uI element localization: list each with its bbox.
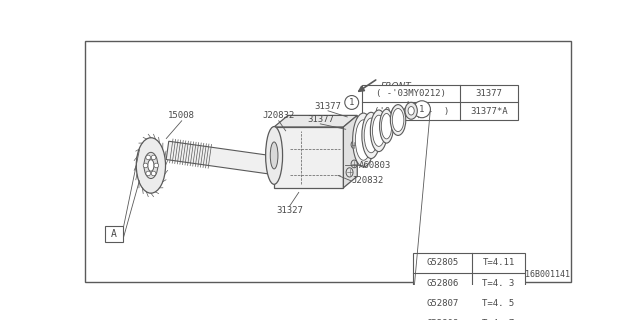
Polygon shape <box>274 127 344 188</box>
Ellipse shape <box>266 127 283 184</box>
Circle shape <box>413 101 431 118</box>
Ellipse shape <box>148 160 154 171</box>
Ellipse shape <box>362 112 380 158</box>
Ellipse shape <box>346 168 353 177</box>
Text: 15008: 15008 <box>168 111 195 120</box>
Circle shape <box>151 155 156 160</box>
Text: G52805: G52805 <box>426 258 458 268</box>
Text: J20832: J20832 <box>351 176 383 185</box>
Circle shape <box>154 163 159 168</box>
Text: A16B001141: A16B001141 <box>520 270 570 279</box>
Text: G52806: G52806 <box>426 279 458 288</box>
Ellipse shape <box>392 108 404 132</box>
Text: FRONT: FRONT <box>380 82 411 91</box>
Ellipse shape <box>355 120 371 160</box>
Text: 1: 1 <box>419 105 424 114</box>
Ellipse shape <box>372 115 385 146</box>
Text: T=4. 5: T=4. 5 <box>483 299 515 308</box>
Text: A: A <box>111 229 117 239</box>
Ellipse shape <box>364 118 378 153</box>
Ellipse shape <box>371 110 387 152</box>
Circle shape <box>151 171 156 176</box>
Ellipse shape <box>405 102 417 119</box>
Ellipse shape <box>408 107 414 115</box>
Ellipse shape <box>381 114 392 139</box>
Text: 31377: 31377 <box>476 89 502 98</box>
Text: G52807: G52807 <box>426 299 458 308</box>
Text: ('04MY0210-  ): ('04MY0210- ) <box>374 107 449 116</box>
Text: ( -'03MY0212): ( -'03MY0212) <box>376 89 446 98</box>
Ellipse shape <box>351 141 357 148</box>
Text: T=4.11: T=4.11 <box>483 258 515 268</box>
Circle shape <box>146 171 150 176</box>
Text: 31377: 31377 <box>315 102 341 111</box>
Bar <box>362 85 518 120</box>
Text: A60803: A60803 <box>359 161 391 170</box>
Text: T=4. 7: T=4. 7 <box>483 319 515 320</box>
Ellipse shape <box>390 105 406 135</box>
Text: G52808: G52808 <box>426 319 458 320</box>
Bar <box>105 226 123 243</box>
Ellipse shape <box>353 113 374 167</box>
Text: 31327: 31327 <box>276 206 303 215</box>
Circle shape <box>143 163 148 168</box>
Text: T=4. 3: T=4. 3 <box>483 279 515 288</box>
Polygon shape <box>344 116 357 188</box>
Text: 31377*A: 31377*A <box>470 107 508 116</box>
Ellipse shape <box>136 138 166 193</box>
Circle shape <box>345 96 358 109</box>
Bar <box>413 253 525 320</box>
Ellipse shape <box>144 152 158 179</box>
Ellipse shape <box>380 109 394 143</box>
Polygon shape <box>274 116 357 127</box>
Text: 31377: 31377 <box>307 115 333 124</box>
Ellipse shape <box>351 160 357 168</box>
Text: 1: 1 <box>349 98 355 107</box>
Ellipse shape <box>270 142 278 169</box>
Circle shape <box>146 155 150 160</box>
Polygon shape <box>166 141 287 176</box>
Text: J20832: J20832 <box>262 111 295 120</box>
